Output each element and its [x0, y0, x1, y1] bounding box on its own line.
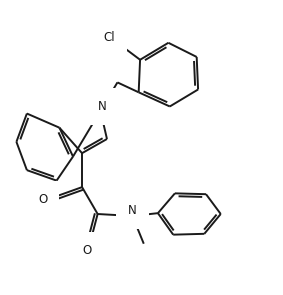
Text: O: O [83, 244, 92, 257]
Text: N: N [98, 100, 107, 113]
Text: O: O [38, 193, 48, 206]
Text: Cl: Cl [103, 31, 115, 44]
Text: N: N [128, 204, 137, 217]
